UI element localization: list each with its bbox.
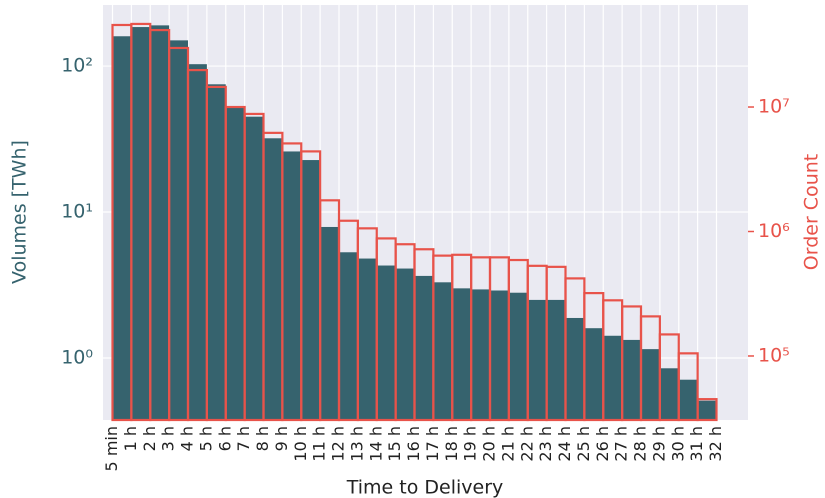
bar (150, 25, 170, 420)
bar (508, 292, 528, 420)
bar (622, 339, 641, 420)
x-tick-label: 12 h (329, 426, 348, 462)
bar (339, 252, 358, 420)
bar (131, 27, 151, 421)
x-tick-label: 32 h (706, 426, 725, 462)
x-tick-label: 15 h (385, 426, 404, 462)
bar (282, 151, 302, 420)
bar (490, 290, 509, 420)
x-tick-label: 30 h (668, 426, 687, 462)
x-tick-label: 27 h (612, 426, 631, 462)
bar (527, 299, 547, 420)
x-tick-label: 7 h (234, 426, 253, 451)
bar (603, 335, 623, 420)
x-tick-label: 2 h (140, 426, 159, 451)
x-tick-label: 10 h (291, 426, 310, 462)
x-tick-label: 28 h (631, 426, 650, 462)
bar (678, 379, 698, 420)
bar (697, 400, 717, 420)
x-tick-label: 31 h (687, 426, 706, 462)
x-tick-label: 19 h (461, 426, 480, 462)
x-tick-label: 11 h (310, 426, 329, 462)
x-tick-label: 25 h (574, 426, 593, 462)
x-tick-label: 24 h (555, 426, 574, 462)
x-tick-label: 29 h (649, 426, 668, 462)
bar (188, 64, 207, 420)
y2-axis-label: Order Count (801, 154, 823, 270)
bar (263, 138, 283, 420)
bar (565, 317, 585, 420)
x-tick-label: 21 h (498, 426, 517, 462)
x-tick-label: 5 min (102, 426, 121, 471)
bar (452, 288, 472, 420)
x-tick-label: 9 h (272, 426, 291, 451)
bar (357, 258, 377, 420)
bar (433, 282, 453, 420)
bar (320, 226, 339, 420)
x-tick-label: 6 h (215, 426, 234, 451)
x-tick-label: 13 h (347, 426, 366, 462)
y2-tick-label: 10⁵ (758, 344, 790, 366)
x-tick-label: 18 h (442, 426, 461, 462)
bar (659, 368, 679, 420)
x-tick-label: 26 h (593, 426, 612, 462)
bar (112, 36, 132, 421)
bar (169, 40, 188, 420)
x-tick-label: 4 h (178, 426, 197, 451)
x-tick-label: 20 h (480, 426, 499, 462)
bar (584, 328, 604, 420)
bar (206, 84, 226, 420)
y-tick-label: 10² (61, 55, 93, 77)
bar (641, 349, 660, 420)
x-tick-label: 23 h (536, 426, 555, 462)
y-tick-label: 10¹ (61, 201, 93, 223)
bar (376, 265, 396, 420)
y2-tick-label: 10⁷ (758, 96, 790, 118)
bar (414, 275, 434, 420)
bar (696, 398, 718, 422)
y2-tick-label: 10⁶ (758, 220, 790, 242)
x-tick-label: 5 h (196, 426, 215, 451)
x-tick-label: 16 h (404, 426, 423, 462)
bar (301, 160, 321, 420)
bar (244, 116, 264, 420)
x-tick-label: 17 h (423, 426, 442, 462)
bar (395, 268, 415, 420)
bar (546, 299, 566, 420)
bar (471, 289, 490, 420)
x-tick-label: 1 h (121, 426, 140, 451)
x-tick-label: 22 h (517, 426, 536, 462)
y-axis-label: Volumes [TWh] (9, 140, 31, 284)
x-tick-label: 14 h (366, 426, 385, 462)
x-tick-label: 8 h (253, 426, 272, 451)
y-tick-label: 10⁰ (61, 346, 93, 368)
x-axis-label: Time to Delivery (346, 477, 504, 498)
bar (677, 352, 699, 422)
bar (225, 107, 245, 420)
x-tick-label: 3 h (159, 426, 178, 451)
